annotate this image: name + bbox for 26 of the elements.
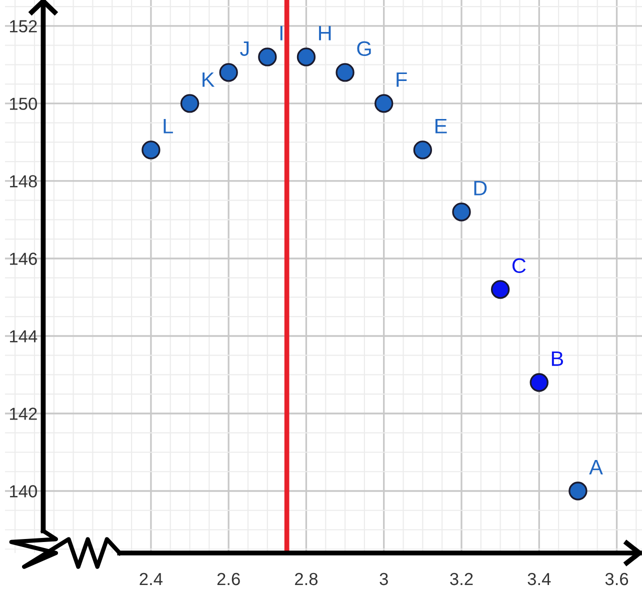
y-tick-label: 142 (10, 408, 37, 420)
y-tick-label: 140 (10, 485, 37, 498)
annotation: F (396, 72, 407, 87)
annotation: D (474, 180, 487, 196)
annotation: I (280, 26, 282, 40)
y-tick-label: 146 (10, 252, 37, 265)
y-tick-label: 152 (10, 20, 37, 32)
annotation: L (164, 118, 173, 134)
annotation: B (552, 351, 564, 366)
y-tick-label: 144 (10, 330, 38, 342)
x-tick-label: 3.4 (528, 572, 551, 586)
annotation: H (319, 26, 331, 40)
y-tick-label: 150 (10, 98, 37, 110)
annotation: K (202, 72, 215, 87)
annotation: J (240, 41, 249, 56)
x-tick-label: 3.6 (605, 572, 628, 586)
x-tick-label: 3.2 (450, 572, 473, 586)
annotation: E (436, 118, 447, 134)
x-tick-label: 2.4 (140, 572, 163, 586)
annotation: G (357, 41, 371, 56)
y-tick-label: 148 (10, 175, 37, 188)
x-tick-label: 2.8 (295, 572, 318, 586)
x-tick-label: 3 (380, 572, 388, 586)
annotation: C (512, 258, 526, 274)
x-tick-label: 2.6 (217, 572, 240, 586)
annotation: A (589, 460, 603, 474)
